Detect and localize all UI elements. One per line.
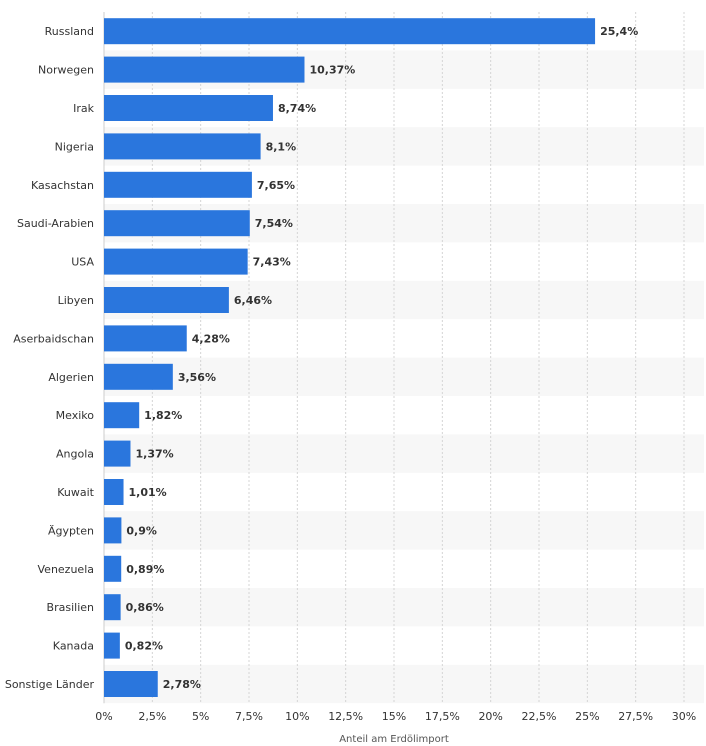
bars bbox=[104, 18, 596, 697]
value-label: 4,28% bbox=[192, 332, 230, 345]
bar bbox=[104, 56, 305, 83]
bar bbox=[104, 632, 120, 659]
bar bbox=[104, 440, 131, 467]
category-label: Kuwait bbox=[57, 486, 94, 499]
x-tick-label: 17,5% bbox=[425, 710, 460, 723]
category-label: Angola bbox=[56, 448, 94, 461]
category-label: Kanada bbox=[53, 640, 94, 653]
value-label: 1,37% bbox=[135, 448, 173, 461]
value-label: 0,9% bbox=[126, 524, 157, 537]
x-tick-label: 27,5% bbox=[618, 710, 653, 723]
bar bbox=[104, 363, 173, 390]
value-label: 8,1% bbox=[266, 140, 297, 153]
value-label: 8,74% bbox=[278, 102, 316, 115]
row-band bbox=[104, 664, 704, 704]
x-tick-label: 0% bbox=[95, 710, 112, 723]
value-label: 7,43% bbox=[253, 256, 291, 269]
row-band bbox=[104, 588, 704, 627]
bar bbox=[104, 287, 229, 313]
bar bbox=[104, 18, 596, 45]
x-tick-label: 12,5% bbox=[328, 710, 363, 723]
bar bbox=[104, 402, 140, 429]
category-label: Mexiko bbox=[56, 409, 95, 422]
category-label: Kasachstan bbox=[31, 179, 94, 192]
bar bbox=[104, 210, 250, 237]
category-label: Libyen bbox=[58, 294, 94, 307]
category-label: Ägypten bbox=[48, 524, 94, 537]
bar bbox=[104, 248, 248, 275]
category-label: Sonstige Länder bbox=[5, 678, 95, 691]
value-label: 1,82% bbox=[144, 409, 182, 422]
category-label: Russland bbox=[45, 25, 94, 38]
x-tick-label: 20% bbox=[478, 710, 502, 723]
row-bands bbox=[104, 50, 704, 704]
value-label: 6,46% bbox=[234, 294, 272, 307]
bar bbox=[104, 95, 273, 121]
x-tick-label: 25% bbox=[575, 710, 599, 723]
category-label: USA bbox=[71, 256, 94, 269]
category-label: Aserbaidschan bbox=[13, 332, 94, 345]
value-label: 7,54% bbox=[255, 217, 293, 230]
value-labels: 25,4% 10,37% 8,74% 8,1% 7,65% 7,54% 7,43% 6,46%… bbox=[125, 25, 638, 691]
row-band bbox=[104, 357, 704, 396]
grid-lines bbox=[103, 12, 685, 704]
x-tick-label: 22,5% bbox=[522, 710, 557, 723]
category-label: Saudi-Arabien bbox=[17, 217, 94, 230]
bar bbox=[104, 171, 252, 198]
value-label: 7,65% bbox=[257, 179, 295, 192]
category-label: Brasilien bbox=[47, 601, 94, 614]
value-label: 3,56% bbox=[178, 371, 216, 384]
bar bbox=[104, 325, 187, 352]
x-tick-label: 30% bbox=[672, 710, 696, 723]
value-label: 0,89% bbox=[126, 563, 164, 576]
value-label: 10,37% bbox=[309, 64, 355, 77]
x-axis-title: Anteil am Erdölimport bbox=[339, 734, 449, 745]
bar bbox=[104, 555, 122, 582]
bar bbox=[104, 133, 261, 160]
category-label: Nigeria bbox=[55, 140, 94, 153]
row-band bbox=[104, 511, 704, 550]
value-label: 1,01% bbox=[129, 486, 167, 499]
category-label: Irak bbox=[73, 102, 95, 115]
value-label: 0,82% bbox=[125, 640, 163, 653]
x-tick-label: 7,5% bbox=[235, 710, 263, 723]
x-tick-label: 15% bbox=[382, 710, 406, 723]
value-label: 25,4% bbox=[600, 25, 638, 38]
x-tick-label: 2,5% bbox=[138, 710, 166, 723]
bar bbox=[104, 479, 124, 505]
row-band bbox=[104, 434, 704, 473]
category-label: Venezuela bbox=[38, 563, 95, 576]
x-tick-labels: 0% 2,5% 5% 7,5% 10% 12,5% 15% 17,5% 20% 22,5% 25% 2… bbox=[95, 710, 696, 723]
bar bbox=[104, 594, 121, 621]
bar bbox=[104, 517, 122, 544]
bar bbox=[104, 671, 158, 697]
category-label: Norwegen bbox=[38, 64, 94, 77]
x-tick-label: 10% bbox=[285, 710, 309, 723]
value-label: 2,78% bbox=[163, 678, 201, 691]
category-label: Algerien bbox=[48, 371, 94, 384]
value-label: 0,86% bbox=[126, 601, 164, 614]
x-tick-label: 5% bbox=[192, 710, 209, 723]
category-labels: Russland Norwegen Irak Nigeria Kasachstan Sau… bbox=[5, 25, 95, 691]
